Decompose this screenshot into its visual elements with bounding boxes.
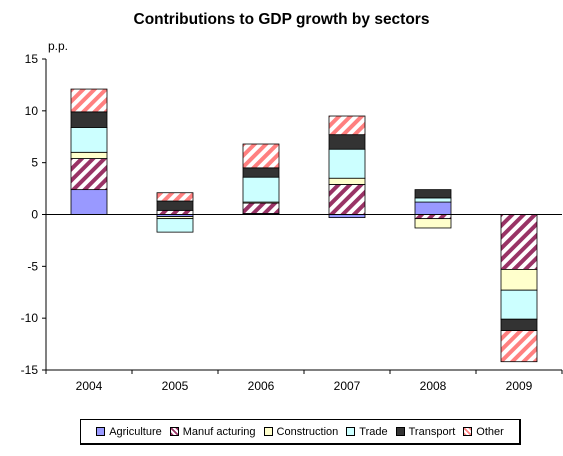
- bar-manuf-acturing-2006: [242, 202, 280, 214]
- bar-trade-2009: [500, 289, 538, 320]
- bar-transport-2007: [328, 134, 366, 150]
- bar-construction-2004: [70, 151, 108, 159]
- bar-manuf-acturing-2008: [414, 214, 452, 220]
- bar-transport-2009: [500, 318, 538, 332]
- x-tick-label-2009: 2009: [506, 379, 533, 393]
- chart-title: Contributions to GDP growth by sectors: [133, 11, 430, 28]
- bar-construction-2008: [414, 218, 452, 229]
- y-tick-label: 10: [25, 104, 39, 118]
- y-tick-label: -15: [21, 363, 39, 377]
- chart-legend: Agriculture Manuf acturing Construction Tra…: [80, 419, 521, 445]
- bar-other-2007: [328, 115, 366, 136]
- x-tick-label-2004: 2004: [76, 379, 103, 393]
- y-axis-unit-label: p.p.: [48, 39, 68, 53]
- bar-transport-2006: [242, 167, 280, 178]
- legend-item-trade: Trade: [346, 425, 388, 438]
- y-tick-label: 0: [31, 208, 38, 222]
- bar-construction-2007: [328, 177, 366, 185]
- legend-label: Agriculture: [109, 425, 162, 438]
- legend-swatch: [395, 427, 405, 436]
- y-tick-label: -10: [21, 311, 39, 325]
- x-tick-label-2005: 2005: [162, 379, 189, 393]
- bar-other-2004: [70, 88, 108, 113]
- legend-swatch: [346, 427, 356, 436]
- bar-manuf-acturing-2009: [500, 214, 538, 270]
- legend-label: Construction: [276, 425, 339, 438]
- bar-manuf-acturing-2007: [328, 184, 366, 215]
- bar-manuf-acturing-2004: [70, 158, 108, 191]
- bar-agriculture-2004: [70, 189, 108, 215]
- bar-agriculture-2008: [414, 201, 452, 215]
- x-tick-label-2006: 2006: [248, 379, 275, 393]
- y-tick-label: -5: [27, 259, 38, 273]
- y-tick-label: 5: [31, 156, 38, 170]
- legend-swatch: [263, 427, 273, 436]
- bar-trade-2006: [242, 176, 280, 203]
- legend-label: Manuf acturing: [182, 425, 256, 438]
- x-tick-label-2008: 2008: [420, 379, 447, 393]
- bar-trade-2007: [328, 148, 366, 179]
- legend-swatch: [463, 427, 473, 436]
- bar-other-2009: [500, 330, 538, 363]
- legend-swatch: [96, 427, 106, 436]
- x-tick-label-2007: 2007: [334, 379, 361, 393]
- bar-other-2006: [242, 143, 280, 169]
- legend-label: Trade: [359, 425, 388, 438]
- bar-trade-2004: [70, 127, 108, 153]
- bar-transport-2005: [156, 200, 194, 211]
- legend-label: Transport: [408, 425, 456, 438]
- legend-label: Other: [476, 425, 504, 438]
- y-tick-label: 15: [25, 52, 39, 66]
- legend-item-agriculture: Agriculture: [96, 426, 162, 438]
- bar-trade-2008: [414, 197, 452, 203]
- legend-item-transport: Transport: [395, 425, 456, 438]
- bar-trade-2005: [156, 218, 194, 233]
- bar-manuf-acturing-2005: [156, 209, 194, 215]
- bar-transport-2008: [414, 189, 452, 199]
- legend-item-manuf-acturing: Manuf acturing: [169, 425, 256, 438]
- bar-transport-2004: [70, 111, 108, 128]
- bar-other-2005: [156, 192, 194, 202]
- legend-item-other: Other: [463, 426, 504, 438]
- legend-swatch: [169, 427, 179, 436]
- bar-construction-2009: [500, 269, 538, 291]
- legend-item-construction: Construction: [263, 425, 339, 438]
